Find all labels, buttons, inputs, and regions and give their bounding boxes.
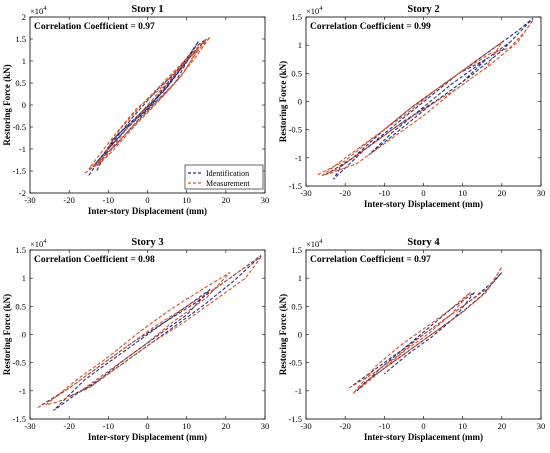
y-tick-label: 0 [22, 330, 26, 340]
y-tick-label: 1 [298, 40, 302, 50]
y-tick-label: 1.5 [15, 34, 26, 44]
y-tick-label: 1.5 [291, 12, 302, 22]
x-tick-label: 20 [498, 188, 507, 198]
x-tick-label: 0 [421, 188, 425, 198]
legend-label: Measurement [206, 179, 250, 188]
y-tick-label: 0 [22, 100, 26, 110]
y-tick-label: -1 [19, 386, 26, 396]
chart-panel-2: -30 -20 -10 0 10 20 30 -1.5 -1 -0.5 0 0.5 1 1.5 ×104 St… [278, 4, 545, 209]
y-tick-label: 1 [22, 273, 26, 283]
x-axis-label: Inter-story Displacement (mm) [88, 432, 207, 442]
y-tick-label: -1.5 [13, 166, 26, 176]
x-axis-label: Inter-story Displacement (mm) [364, 199, 483, 209]
x-tick-label: -10 [103, 195, 114, 205]
series-line-measurement [348, 266, 503, 395]
correlation-annotation: Correlation Coefficient = 0.97 [310, 255, 431, 265]
x-tick-label: -30 [300, 421, 311, 431]
x-tick-label: 30 [261, 195, 270, 205]
x-axis-label: Inter-story Displacement (mm) [364, 432, 483, 442]
x-tick-label: 20 [498, 421, 507, 431]
y-tick-label: -1 [295, 386, 302, 396]
chart-title: Story 1 [131, 4, 163, 15]
correlation-annotation: Correlation Coefficient = 0.99 [310, 22, 431, 32]
x-tick-label: -10 [379, 188, 390, 198]
x-tick-label: -20 [339, 188, 350, 198]
chart-title: Story 2 [407, 4, 439, 15]
x-tick-label: -20 [63, 195, 74, 205]
y-tick-label: -0.5 [289, 358, 302, 368]
x-tick-label: -10 [103, 421, 114, 431]
y-tick-label: -0.5 [13, 122, 26, 132]
y-axis-label: Restoring Force (kN) [2, 64, 12, 145]
y-tick-label: -1 [295, 153, 302, 163]
chart-title: Story 4 [407, 237, 440, 248]
x-tick-label: 30 [537, 188, 546, 198]
chart-title: Story 3 [131, 237, 163, 248]
y-tick-label: -0.5 [13, 358, 26, 368]
y-tick-label: 1 [298, 273, 302, 283]
x-tick-label: 0 [421, 421, 425, 431]
y-tick-label: -0.5 [289, 125, 302, 135]
series-line-identification [41, 255, 262, 412]
chart-panel-1: -30 -20 -10 0 10 20 30 -2 -1.5 -1 -0.5 0 0.5 1 1.5 2 ×10… [2, 4, 269, 216]
x-tick-label: 10 [182, 421, 191, 431]
y-tick-label: 0 [298, 330, 302, 340]
correlation-annotation: Correlation Coefficient = 0.98 [34, 255, 155, 265]
x-axis-label: Inter-story Displacement (mm) [88, 206, 207, 216]
x-tick-label: -20 [63, 421, 74, 431]
legend-label: Identification [206, 169, 249, 178]
y-exponent-label: ×104 [30, 238, 47, 249]
x-tick-label: 0 [145, 421, 149, 431]
x-tick-label: -20 [339, 421, 350, 431]
y-tick-label: 2 [22, 12, 26, 22]
series-line-measurement [37, 256, 262, 409]
y-tick-label: -1 [19, 144, 26, 154]
x-tick-label: 10 [458, 421, 467, 431]
y-axis-label: Restoring Force (kN) [278, 61, 288, 142]
x-tick-label: 20 [222, 195, 231, 205]
y-tick-label: 0.5 [291, 68, 302, 78]
y-exponent-label: ×104 [306, 5, 323, 16]
x-tick-label: 10 [182, 195, 191, 205]
plot-area [305, 249, 542, 420]
y-tick-label: 0 [298, 97, 302, 107]
chart-panel-4: -30 -20 -10 0 10 20 30 -1.5 -1 -0.5 0 0.5 1 1.5 ×104 St… [278, 237, 545, 442]
y-tick-label: 0.5 [15, 301, 26, 311]
series-line-measurement [84, 36, 211, 174]
x-tick-label: 0 [145, 195, 149, 205]
y-tick-label: 1.5 [15, 245, 26, 255]
x-tick-label: 30 [537, 421, 546, 431]
correlation-annotation: Correlation Coefficient = 0.97 [34, 22, 155, 32]
y-tick-label: 1.5 [291, 245, 302, 255]
x-tick-label: 20 [222, 421, 231, 431]
x-tick-label: -10 [379, 421, 390, 431]
legend-box [184, 164, 264, 190]
y-axis-label: Restoring Force (kN) [2, 294, 12, 375]
series-line-measurement [317, 19, 534, 177]
y-exponent-label: ×104 [306, 238, 323, 249]
x-tick-label: 10 [458, 188, 467, 198]
x-tick-label: 30 [261, 421, 270, 431]
y-tick-label: 0.5 [291, 301, 302, 311]
y-tick-label: 1 [22, 56, 26, 66]
y-tick-label: -1.5 [289, 414, 302, 424]
x-tick-label: -30 [300, 188, 311, 198]
y-tick-label: -2 [19, 188, 26, 198]
chart-panel-3: -30 -20 -10 0 10 20 30 -1.5 -1 -0.5 0 0.5 1 1.5 ×104 St… [2, 237, 269, 442]
y-exponent-label: ×104 [30, 5, 47, 16]
y-tick-label: -1.5 [13, 414, 26, 424]
y-axis-label: Restoring Force (kN) [278, 294, 288, 375]
x-tick-label: -30 [24, 421, 35, 431]
y-tick-label: -1.5 [289, 181, 302, 191]
y-tick-label: 0.5 [15, 78, 26, 88]
plot-area [29, 16, 266, 194]
x-tick-label: -30 [24, 195, 35, 205]
